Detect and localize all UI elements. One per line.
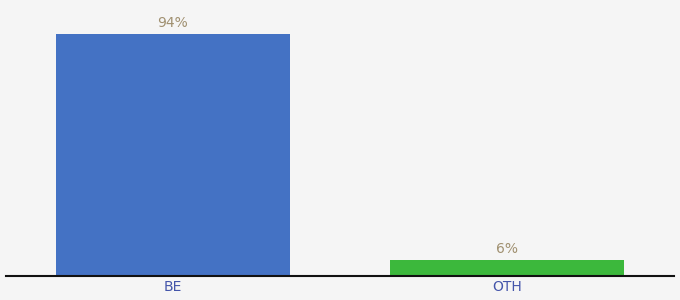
- Text: 94%: 94%: [157, 16, 188, 30]
- Text: 6%: 6%: [496, 242, 518, 256]
- Bar: [390, 260, 624, 276]
- Bar: [56, 34, 290, 276]
